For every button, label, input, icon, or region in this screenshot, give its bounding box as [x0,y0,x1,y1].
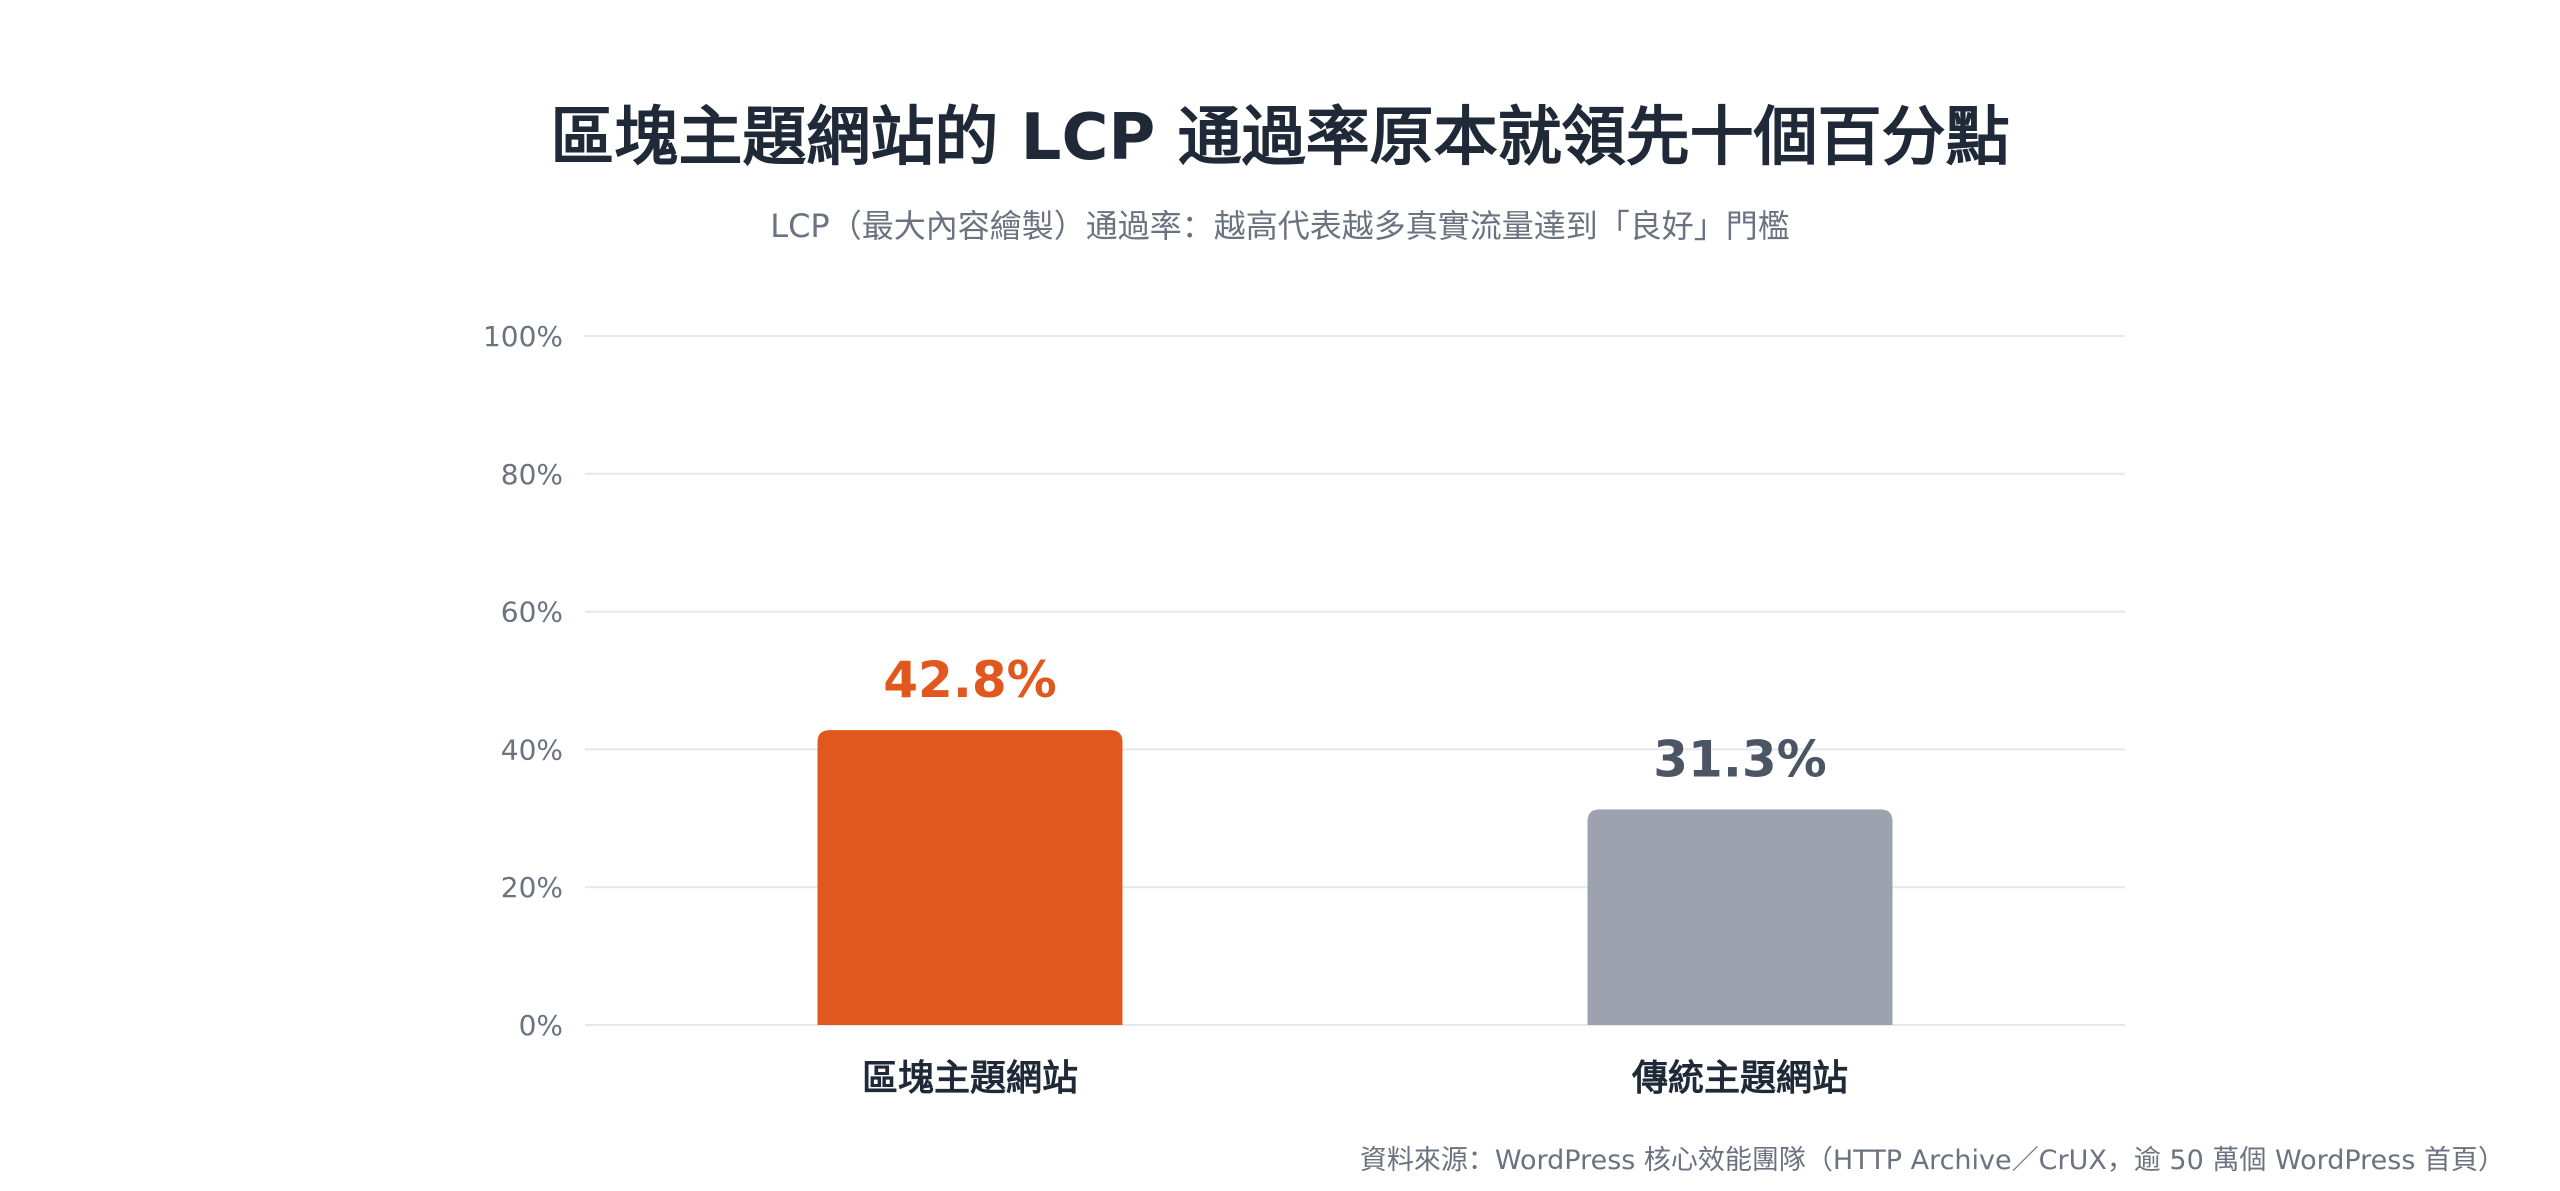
gridlines [585,335,2125,1026]
chart-title: 區塊主題網站的 LCP 通過率原本就領先十個百分點 [550,101,2010,175]
y-tick-label: 0% [519,1009,563,1042]
y-tick-label: 20% [501,871,563,904]
category-label: 區塊主題網站 [862,1058,1078,1099]
category-label: 傳統主題網站 [1631,1058,1848,1099]
bar-2 [1587,809,1893,1025]
value-labels: 42.8% 31.3% [883,651,1826,788]
chart-subtitle: LCP（最大內容繪製）通過率：越高代表越多真實流量達到「良好」門檻 [770,207,1790,245]
bars [817,730,1893,1025]
y-tick-label: 40% [501,733,563,766]
value-label: 42.8% [883,651,1056,709]
bar-1 [817,730,1123,1025]
y-tick-label: 60% [501,596,563,629]
y-tick-label: 100% [483,320,563,353]
category-labels: 區塊主題網站 傳統主題網站 [862,1058,1848,1099]
y-tick-label: 80% [501,458,563,491]
value-label: 31.3% [1653,730,1826,788]
y-axis-tick-labels: 0% 20% 40% 60% 80% 100% [483,320,563,1042]
source-note: 資料來源：WordPress 核心效能團隊（HTTP Archive／CrUX，… [1359,1145,2505,1176]
